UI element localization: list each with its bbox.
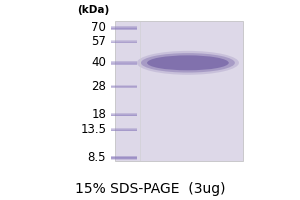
FancyBboxPatch shape xyxy=(111,40,137,43)
FancyBboxPatch shape xyxy=(111,157,137,158)
Text: 28: 28 xyxy=(92,80,106,93)
FancyBboxPatch shape xyxy=(111,64,137,65)
FancyBboxPatch shape xyxy=(111,27,137,28)
FancyBboxPatch shape xyxy=(111,114,137,115)
FancyBboxPatch shape xyxy=(111,29,137,30)
FancyBboxPatch shape xyxy=(111,28,137,29)
FancyBboxPatch shape xyxy=(111,87,137,88)
FancyBboxPatch shape xyxy=(111,63,137,64)
FancyBboxPatch shape xyxy=(111,115,137,116)
FancyBboxPatch shape xyxy=(115,21,243,161)
Text: 8.5: 8.5 xyxy=(88,151,106,164)
FancyBboxPatch shape xyxy=(111,158,137,159)
FancyBboxPatch shape xyxy=(111,61,137,64)
FancyBboxPatch shape xyxy=(111,29,137,30)
FancyBboxPatch shape xyxy=(111,115,137,116)
FancyBboxPatch shape xyxy=(111,86,137,87)
Text: 18: 18 xyxy=(92,108,106,121)
FancyBboxPatch shape xyxy=(111,129,137,130)
FancyBboxPatch shape xyxy=(111,28,137,29)
FancyBboxPatch shape xyxy=(111,64,137,65)
Text: 70: 70 xyxy=(92,21,106,34)
FancyBboxPatch shape xyxy=(111,128,137,131)
Text: 13.5: 13.5 xyxy=(80,123,106,136)
FancyBboxPatch shape xyxy=(111,130,137,131)
FancyBboxPatch shape xyxy=(111,42,137,43)
FancyBboxPatch shape xyxy=(111,62,137,63)
Text: (kDa): (kDa) xyxy=(77,5,109,15)
Ellipse shape xyxy=(147,55,229,70)
FancyBboxPatch shape xyxy=(111,42,137,43)
FancyBboxPatch shape xyxy=(111,85,137,88)
FancyBboxPatch shape xyxy=(111,26,137,29)
FancyBboxPatch shape xyxy=(111,86,137,87)
FancyBboxPatch shape xyxy=(111,41,137,42)
Ellipse shape xyxy=(137,51,239,75)
Ellipse shape xyxy=(141,53,235,73)
FancyBboxPatch shape xyxy=(111,157,137,158)
Text: 40: 40 xyxy=(92,56,106,69)
FancyBboxPatch shape xyxy=(111,130,137,131)
Text: 15% SDS-PAGE  (3ug): 15% SDS-PAGE (3ug) xyxy=(75,182,225,196)
FancyBboxPatch shape xyxy=(111,159,137,160)
Text: 57: 57 xyxy=(92,35,106,48)
FancyBboxPatch shape xyxy=(111,113,137,116)
FancyBboxPatch shape xyxy=(111,156,137,159)
